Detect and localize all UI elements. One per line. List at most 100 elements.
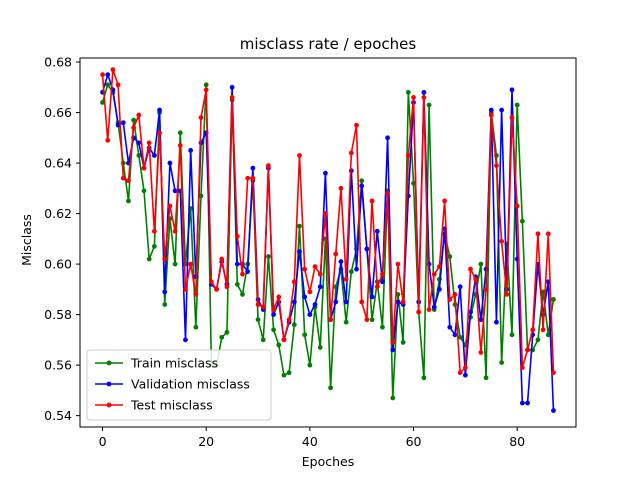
data-point: [177, 130, 183, 136]
data-point: [193, 324, 199, 330]
data-point: [328, 385, 333, 391]
data-point: [271, 312, 276, 318]
x-tick-label: 40: [302, 434, 318, 449]
data-point: [219, 334, 225, 340]
data-point: [457, 334, 463, 340]
data-point: [426, 307, 432, 312]
data-point: [359, 299, 365, 305]
data-point: [499, 238, 505, 244]
data-point: [323, 211, 328, 216]
data-point: [359, 183, 365, 189]
data-point: [105, 82, 111, 88]
data-point: [271, 307, 276, 312]
data-point: [411, 95, 416, 100]
data-point: [203, 82, 209, 88]
data-point: [509, 115, 515, 121]
data-point: [302, 266, 308, 272]
data-point: [183, 286, 188, 292]
data-point: [120, 175, 126, 181]
data-point: [354, 122, 359, 128]
data-point: [141, 188, 147, 194]
data-point: [380, 279, 385, 285]
data-point: [271, 327, 276, 333]
data-point: [545, 231, 551, 237]
data-point: [343, 299, 349, 305]
data-point: [188, 148, 194, 153]
legend-label: Test misclass: [130, 398, 213, 413]
x-tick-label: 60: [406, 434, 422, 449]
data-point: [431, 304, 437, 310]
data-point: [291, 299, 297, 305]
data-point: [385, 135, 390, 141]
data-point: [317, 271, 323, 277]
data-point: [374, 284, 380, 290]
data-point: [286, 317, 292, 323]
data-point: [198, 115, 204, 121]
data-point: [478, 261, 484, 267]
legend-swatch-marker: [106, 381, 112, 387]
data-point: [260, 337, 266, 343]
data-point: [234, 261, 240, 267]
data-point: [307, 362, 313, 368]
data-point: [525, 400, 530, 406]
data-point: [203, 87, 209, 93]
data-point: [136, 112, 142, 118]
data-point: [488, 112, 494, 118]
data-point: [167, 203, 173, 209]
data-point: [452, 332, 458, 338]
chart-title: misclass rate / epoches: [240, 35, 417, 53]
data-point: [369, 317, 375, 323]
data-point: [172, 188, 178, 194]
data-point: [535, 337, 541, 343]
data-point: [126, 198, 131, 204]
data-point: [540, 327, 546, 333]
data-point: [494, 163, 499, 168]
legend-item: Test misclass: [95, 398, 213, 413]
y-axis-title: Misclass: [19, 214, 34, 266]
data-point: [136, 140, 142, 146]
data-point: [494, 319, 499, 325]
legend: Train misclass Validation misclass Test mi…: [86, 349, 272, 421]
data-point: [328, 317, 333, 323]
data-point: [483, 375, 489, 381]
legend-box: [86, 349, 272, 421]
data-point: [338, 259, 344, 264]
data-point: [250, 175, 256, 181]
data-point: [416, 309, 422, 315]
data-point: [437, 286, 442, 292]
data-point: [250, 165, 256, 171]
legend-label: Train misclass: [130, 356, 218, 371]
data-point: [240, 292, 245, 297]
data-point: [426, 102, 432, 108]
y-tick-label: 0.66: [44, 105, 72, 120]
data-point: [535, 231, 541, 237]
data-point: [333, 251, 339, 257]
data-point: [224, 284, 230, 290]
data-point: [395, 261, 401, 267]
data-point: [162, 302, 168, 307]
data-point: [193, 292, 199, 297]
data-point: [551, 370, 556, 376]
data-point: [545, 332, 551, 338]
data-point: [100, 100, 105, 105]
data-point: [364, 317, 370, 323]
data-point: [120, 120, 126, 126]
x-tick-label: 0: [99, 434, 107, 449]
data-point: [266, 163, 271, 168]
data-point: [525, 347, 530, 353]
x-tick-label: 80: [509, 434, 525, 449]
data-point: [395, 299, 401, 305]
legend-label: Validation misclass: [131, 377, 250, 392]
data-point: [514, 203, 520, 209]
data-point: [483, 286, 489, 292]
data-point: [151, 244, 157, 249]
data-point: [245, 175, 251, 181]
axes-frame: [79, 57, 577, 428]
data-point: [530, 327, 536, 333]
data-point: [400, 299, 406, 305]
data-point: [136, 153, 142, 158]
data-point: [141, 165, 147, 171]
data-point: [198, 193, 204, 199]
